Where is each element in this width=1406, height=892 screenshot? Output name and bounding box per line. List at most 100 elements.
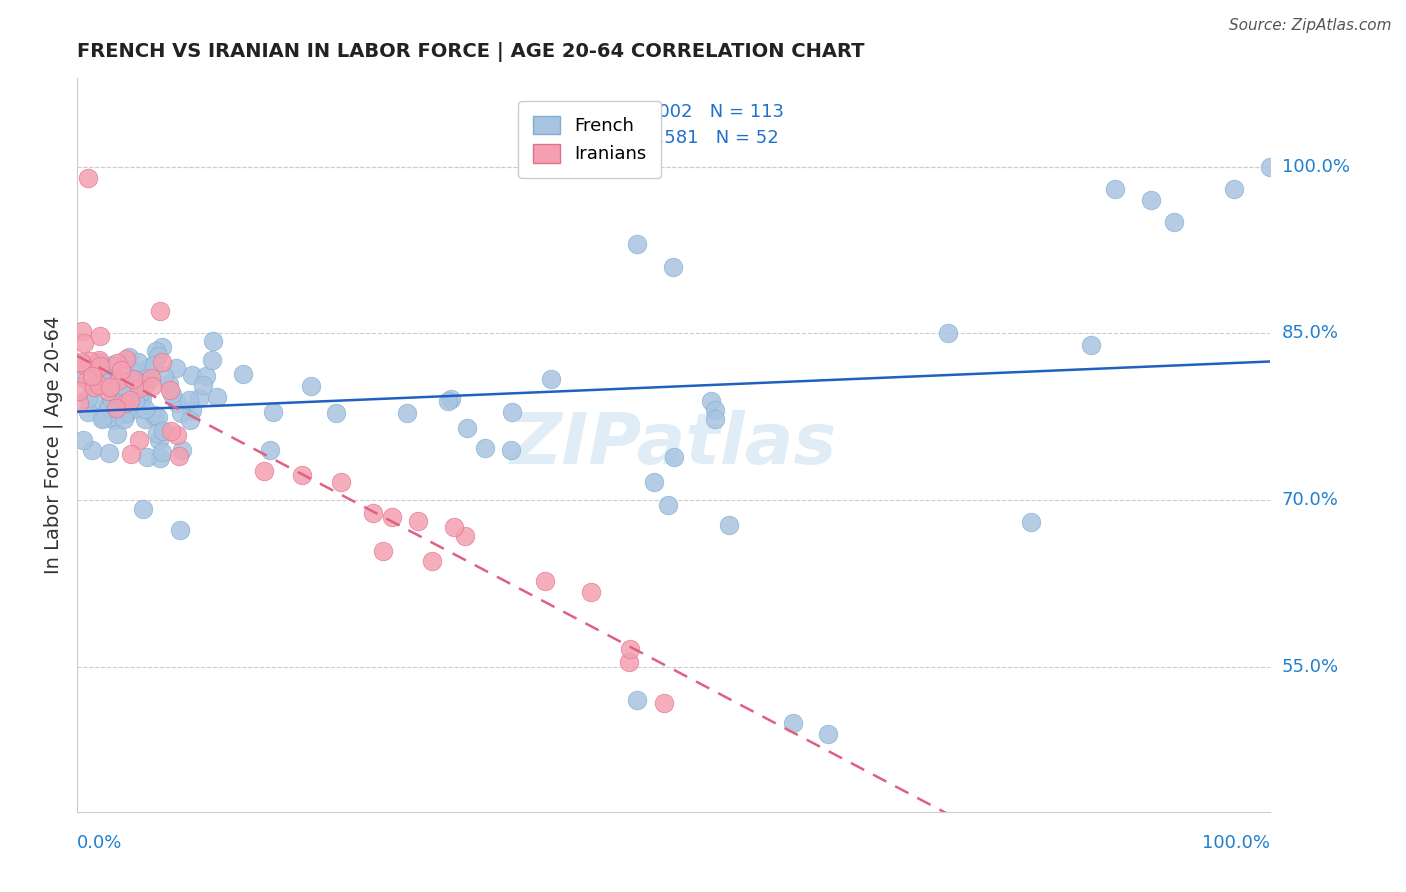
French [84,376,107,390]
French [75,371,97,385]
Text: 70.0%: 70.0% [1282,491,1339,509]
Iranians [581,585,603,599]
French [124,394,146,409]
Text: 0.0%: 0.0% [76,834,122,852]
French [142,410,165,425]
Text: 100.0%: 100.0% [1282,158,1350,176]
French [111,383,134,397]
French [259,442,281,457]
Iranians [115,352,138,367]
French [97,400,120,414]
Iranians [70,324,93,338]
French [643,475,665,490]
French [194,368,217,383]
French [131,391,153,405]
French [115,404,138,418]
Iranians [70,357,93,371]
French [181,403,204,417]
French [125,363,148,377]
French [152,368,174,383]
Text: Source: ZipAtlas.com: Source: ZipAtlas.com [1229,18,1392,33]
French [122,368,145,382]
Y-axis label: In Labor Force | Age 20-64: In Labor Force | Age 20-64 [44,316,63,574]
Iranians [149,304,172,318]
French [1258,160,1281,174]
Iranians [420,554,443,568]
Iranians [253,465,276,479]
French [474,441,496,455]
French [127,355,149,369]
Legend: French, Iranians: French, Iranians [519,102,661,178]
French [105,427,128,442]
French [170,405,193,419]
Text: R =  -0.581   N = 52: R = -0.581 N = 52 [596,129,779,147]
French [782,715,804,730]
French [143,358,166,372]
French [1104,182,1126,196]
French [157,376,180,391]
French [136,375,159,389]
French [817,727,839,741]
French [1139,193,1161,207]
French [325,406,347,420]
Iranians [141,371,163,385]
Iranians [330,475,353,489]
French [191,377,214,392]
Iranians [83,380,105,394]
Iranians [443,520,465,534]
French [626,693,648,707]
French [299,379,322,393]
French [1163,215,1185,229]
French [124,401,146,415]
French [72,434,94,448]
Iranians [110,363,132,377]
French [82,392,104,407]
Iranians [89,329,111,343]
Text: R = -0.002   N = 113: R = -0.002 N = 113 [596,103,783,121]
French [132,502,155,516]
French [148,350,170,364]
French [662,450,685,465]
Iranians [361,506,384,520]
French [115,381,138,395]
Iranians [89,359,111,373]
Iranians [128,381,150,395]
Iranians [114,396,136,410]
Iranians [118,393,141,408]
French [90,372,112,386]
Iranians [67,384,90,398]
Text: 55.0%: 55.0% [1282,658,1339,676]
French [108,401,131,416]
Iranians [77,170,100,185]
French [499,443,522,458]
French [148,433,170,447]
French [540,372,562,386]
French [77,405,100,419]
French [134,377,156,392]
French [657,498,679,512]
Iranians [141,379,163,393]
French [150,340,173,354]
French [262,405,284,419]
Iranians [82,368,104,383]
French [703,402,725,417]
French [205,390,228,404]
French [146,410,169,425]
French [456,421,478,435]
French [179,412,201,426]
French [100,393,122,408]
French [166,396,188,410]
Iranians [67,396,90,410]
French [96,367,118,381]
French [149,451,172,466]
Iranians [381,509,404,524]
Iranians [159,384,181,398]
French [626,237,648,252]
French [703,412,725,426]
French [170,442,193,457]
French [103,413,125,427]
Iranians [373,543,395,558]
French [91,411,114,425]
French [91,410,114,425]
French [662,260,685,274]
